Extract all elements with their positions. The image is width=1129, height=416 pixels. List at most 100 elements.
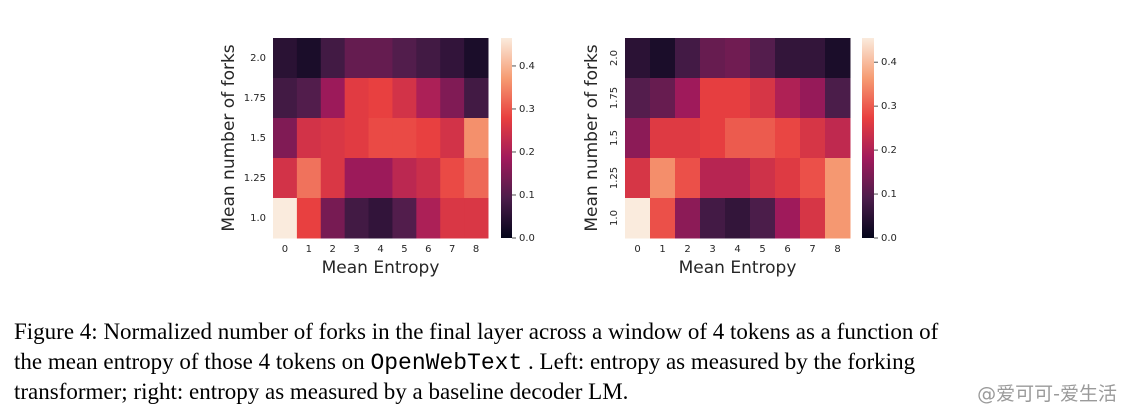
- heatmap-cell: [392, 78, 417, 119]
- heatmap-cell: [368, 198, 393, 239]
- heatmap-cell: [296, 198, 322, 239]
- heatmap-cell: [775, 158, 801, 199]
- heatmap-cell: [725, 38, 751, 79]
- heatmap-cell: [700, 118, 726, 159]
- heatmap-cell: [725, 118, 751, 159]
- heatmap-cell: [650, 198, 676, 239]
- heatmap-cell: [625, 38, 651, 79]
- heatmap-cell: [625, 118, 651, 159]
- heatmap-cell: [440, 38, 465, 79]
- heatmap-cell: [800, 38, 826, 79]
- colorbar-tick-label: 0.3: [519, 104, 535, 115]
- x-tick-label: 2: [684, 244, 690, 255]
- x-tick-label: 6: [425, 244, 431, 255]
- y-tick-label: 1.25: [609, 167, 620, 189]
- heatmap-cell: [675, 158, 701, 199]
- heatmap-cell: [344, 158, 370, 199]
- y-tick-label: 1.75: [609, 87, 620, 109]
- heatmap-cell: [700, 198, 726, 239]
- heatmap-cell: [825, 158, 851, 199]
- heatmap-cell: [368, 118, 393, 159]
- x-tick-label: 4: [377, 244, 383, 255]
- heatmap-cell: [700, 78, 726, 119]
- x-tick-label: 5: [401, 244, 407, 255]
- heatmap-cell: [775, 198, 801, 239]
- heatmap-cell: [750, 158, 776, 199]
- heatmap-cell: [464, 118, 489, 159]
- heatmap-cell: [273, 158, 298, 199]
- colorbar-tick-label: 0.1: [519, 190, 535, 201]
- x-tick-label: 8: [834, 244, 840, 255]
- heatmap-cell: [273, 118, 298, 159]
- y-axis-label: Mean number of forks: [219, 44, 239, 231]
- y-tick-label: 2.0: [609, 50, 620, 66]
- heatmap-cell: [368, 158, 393, 199]
- heatmap-cell: [368, 38, 393, 79]
- heatmap-cell: [700, 38, 726, 79]
- heatmap-cell: [416, 78, 441, 119]
- heatmap-cell: [344, 198, 370, 239]
- caption-line: the mean entropy of those 4 tokens on Op…: [14, 350, 915, 375]
- caption-code: OpenWebText: [370, 350, 523, 376]
- heatmap-cell: [650, 38, 676, 79]
- heatmap-cell: [800, 78, 826, 119]
- caption-text: tokens as a function of: [724, 319, 939, 344]
- heatmap-cell: [725, 78, 751, 119]
- heatmap-cell: [464, 158, 489, 199]
- x-tick-label: 3: [353, 244, 359, 255]
- heatmap-cell: [675, 198, 701, 239]
- x-tick-label: 3: [709, 244, 715, 255]
- heatmap-cell: [392, 38, 417, 79]
- colorbar-tick-label: 0.0: [881, 233, 897, 244]
- heatmap-cell: [750, 118, 776, 159]
- x-tick-label: 5: [759, 244, 765, 255]
- y-tick-label: 2.0: [250, 53, 266, 64]
- heatmap-cell: [416, 198, 441, 239]
- heatmap-cell: [320, 118, 346, 159]
- caption-text: tokens on: [270, 349, 371, 374]
- heatmap-cell: [464, 38, 489, 79]
- heatmap-cell: [650, 78, 676, 119]
- figure: 0 1 2 3 4 5 6 7 8 2.0 1.75 1.5 1.25 1.0 Mean Entropy Me…: [219, 38, 897, 278]
- caption-text: Figure 4: Normalized number of forks in …: [14, 319, 713, 344]
- heatmap-cell: [440, 158, 465, 199]
- colorbar-tick-label: 0.2: [519, 147, 535, 158]
- heatmap-cell: [725, 158, 751, 199]
- heatmap-cell: [825, 78, 851, 119]
- heatmap-cell: [625, 158, 651, 199]
- heatmap-cell: [344, 38, 370, 79]
- heatmap-cell: [296, 78, 322, 119]
- heatmap-cell: [320, 158, 346, 199]
- heatmap-cell: [675, 118, 701, 159]
- watermark: @爱可可-爱生活: [977, 383, 1117, 405]
- heatmap-cell: [625, 78, 651, 119]
- heatmap-cell: [273, 78, 298, 119]
- heatmap-cell: [825, 198, 851, 239]
- heatmap-cell: [392, 158, 417, 199]
- x-tick-label: 1: [306, 244, 312, 255]
- heatmap-cell: [416, 38, 441, 79]
- x-tick-label: 7: [449, 244, 455, 255]
- caption-line: transformer; right: entropy as measured …: [14, 380, 628, 403]
- heatmap-cell: [650, 158, 676, 199]
- heatmap-cell: [675, 38, 701, 79]
- heatmap-cell: [675, 78, 701, 119]
- heatmap-cell: [825, 38, 851, 79]
- y-tick-label: 1.25: [244, 173, 266, 184]
- heatmap-cell: [440, 198, 465, 239]
- heatmap-cell: [440, 118, 465, 159]
- colorbar-tick-label: 0.4: [519, 61, 535, 72]
- x-tick-label: 6: [784, 244, 790, 255]
- caption-math: 4: [258, 349, 271, 374]
- colorbar-tick-label: 0.1: [881, 189, 897, 200]
- heatmap-cell: [296, 118, 322, 159]
- heatmap-cell: [750, 38, 776, 79]
- heatmap-cell: [440, 78, 465, 119]
- x-tick-label: 2: [330, 244, 336, 255]
- heatmap-cell: [775, 118, 801, 159]
- x-axis-label: Mean Entropy: [679, 258, 797, 278]
- heatmap-cell: [368, 78, 393, 119]
- caption-text: transformer; right: entropy as measured …: [14, 379, 629, 404]
- colorbar-tick-label: 0.2: [881, 145, 897, 156]
